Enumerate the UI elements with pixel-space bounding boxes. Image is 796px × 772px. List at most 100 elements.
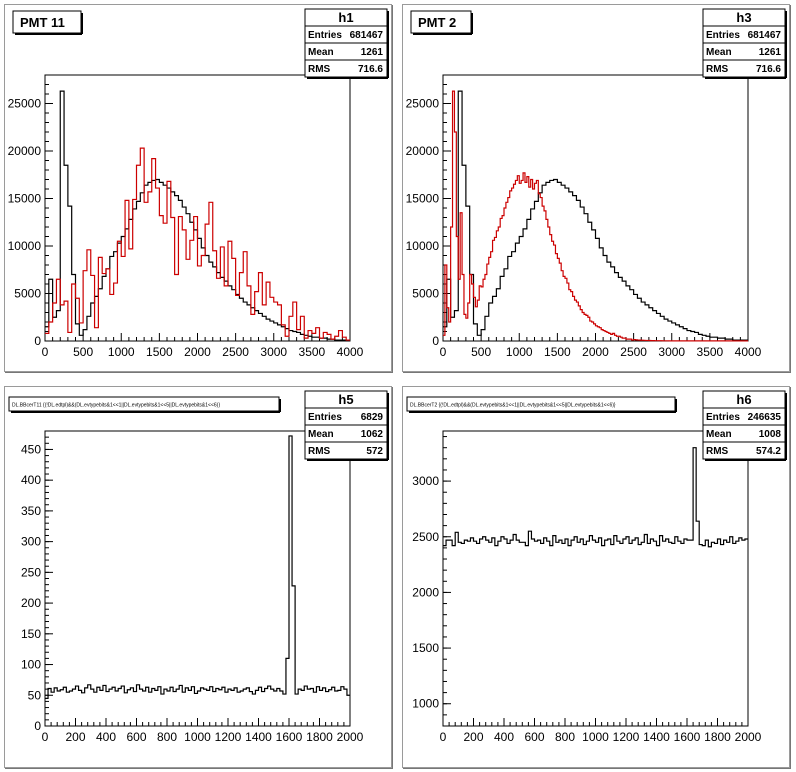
x-tick-label: 1000 xyxy=(582,730,609,744)
stats-histogram-name: h6 xyxy=(736,392,751,407)
stats-value: 246635 xyxy=(748,412,782,423)
y-tick-label: 1000 xyxy=(412,697,439,711)
x-tick-label: 1400 xyxy=(245,730,272,744)
stats-label: Mean xyxy=(308,47,334,58)
stats-value: 1062 xyxy=(361,429,384,440)
x-tick-label: 500 xyxy=(471,345,491,359)
plot-frame xyxy=(44,74,351,342)
stats-histogram-name: h1 xyxy=(338,10,353,25)
y-tick-label: 200 xyxy=(21,596,41,610)
pad-bbcert11: 0 200 400 600 800 1000 1200 1400 1600 1800 2000 0 50… xyxy=(4,386,392,768)
x-tick-label: 1800 xyxy=(306,730,333,744)
x-tick-label: 4000 xyxy=(337,345,364,359)
x-tick-label: 800 xyxy=(555,730,575,744)
stats-label: RMS xyxy=(308,446,331,457)
pad-pmt2: 0 500 1000 1500 2000 2500 3000 3500 4000 0 5000 100… xyxy=(402,4,790,372)
stats-value: 681467 xyxy=(350,30,384,41)
stats-label: Entries xyxy=(308,412,342,423)
x-tick-label: 800 xyxy=(157,730,177,744)
stats-value: 572 xyxy=(366,446,383,457)
stats-label: RMS xyxy=(308,64,331,75)
stats-label: Mean xyxy=(706,47,732,58)
y-tick-label: 250 xyxy=(21,565,41,579)
x-tick-label: 2000 xyxy=(184,345,211,359)
x-tick-label: 2000 xyxy=(582,345,609,359)
x-tick-label: 1000 xyxy=(108,345,135,359)
y-tick-label: 1500 xyxy=(412,641,439,655)
plot-title: DL.BBcerT2 {(!DL.edtpl)&&(DL.evtypebits&… xyxy=(410,403,616,409)
histogram-series-line xyxy=(443,447,748,548)
x-tick-label: 400 xyxy=(96,730,116,744)
x-tick-label: 0 xyxy=(440,345,447,359)
y-tick-label: 350 xyxy=(21,504,41,518)
y-tick-label: 3000 xyxy=(412,474,439,488)
y-tick-label: 20000 xyxy=(406,144,440,158)
y-tick-label: 50 xyxy=(28,688,42,702)
x-tick-label: 500 xyxy=(73,345,93,359)
x-tick-label: 1200 xyxy=(613,730,640,744)
y-tick-label: 0 xyxy=(34,334,41,348)
y-tick-label: 400 xyxy=(21,473,41,487)
x-tick-label: 1600 xyxy=(674,730,701,744)
x-tick-label: 1200 xyxy=(215,730,242,744)
y-tick-label: 10000 xyxy=(406,239,440,253)
stats-value: 1261 xyxy=(759,47,782,58)
x-tick-label: 2500 xyxy=(620,345,647,359)
y-tick-label: 2500 xyxy=(412,530,439,544)
x-tick-label: 600 xyxy=(126,730,146,744)
x-tick-label: 4000 xyxy=(735,345,762,359)
plot-frame xyxy=(442,74,749,342)
x-tick-label: 3500 xyxy=(299,345,326,359)
y-tick-label: 15000 xyxy=(406,192,440,206)
y-tick-label: 25000 xyxy=(406,97,440,111)
stats-value: 574.2 xyxy=(756,446,781,457)
stats-histogram-name: h5 xyxy=(338,392,353,407)
x-tick-label: 600 xyxy=(524,730,544,744)
y-tick-label: 100 xyxy=(21,658,41,672)
y-tick-label: 5000 xyxy=(412,287,439,301)
x-tick-label: 200 xyxy=(463,730,483,744)
plot-title: DL.BBcerT11 {(!DL.edtpl)&&(DL.evtypebits… xyxy=(12,403,220,409)
x-tick-label: 0 xyxy=(440,730,447,744)
y-tick-label: 5000 xyxy=(14,287,41,301)
histogram-series-line xyxy=(45,147,350,341)
y-tick-label: 0 xyxy=(432,334,439,348)
stats-value: 716.6 xyxy=(358,64,383,75)
x-tick-label: 1400 xyxy=(643,730,670,744)
y-tick-label: 25000 xyxy=(8,97,42,111)
y-tick-label: 300 xyxy=(21,535,41,549)
stats-value: 716.6 xyxy=(756,64,781,75)
stats-label: Entries xyxy=(706,412,740,423)
y-tick-label: 15000 xyxy=(8,192,42,206)
stats-value: 681467 xyxy=(748,30,782,41)
plot-frame xyxy=(442,430,749,727)
x-tick-label: 0 xyxy=(42,730,49,744)
histogram-pmt2: 0 500 1000 1500 2000 2500 3000 3500 4000 0 5000 100… xyxy=(406,8,787,359)
stats-label: Mean xyxy=(308,429,334,440)
x-tick-label: 1000 xyxy=(184,730,211,744)
stats-label: Entries xyxy=(706,30,740,41)
y-tick-label: 2000 xyxy=(412,585,439,599)
histogram-series-line xyxy=(443,90,748,342)
x-tick-label: 0 xyxy=(42,345,49,359)
x-tick-label: 1500 xyxy=(544,345,571,359)
x-tick-label: 3000 xyxy=(658,345,685,359)
x-tick-label: 1800 xyxy=(704,730,731,744)
x-tick-label: 2500 xyxy=(222,345,249,359)
pad-bbcert2: 0 200 400 600 800 1000 1200 1400 1600 1800 2000 100… xyxy=(402,386,790,768)
stats-label: Mean xyxy=(706,429,732,440)
x-tick-label: 1500 xyxy=(146,345,173,359)
stats-label: RMS xyxy=(706,64,729,75)
x-tick-label: 3500 xyxy=(697,345,724,359)
x-tick-label: 1000 xyxy=(506,345,533,359)
plot-title: PMT 11 xyxy=(20,15,65,30)
plot-frame xyxy=(44,430,351,727)
pad-pmt11: 0 500 1000 1500 2000 2500 3000 3500 4000 0 5000 100… xyxy=(4,4,392,372)
plot-title: PMT 2 xyxy=(418,15,456,30)
x-tick-label: 1600 xyxy=(276,730,303,744)
stats-label: RMS xyxy=(706,446,729,457)
y-tick-label: 0 xyxy=(34,719,41,733)
histogram-series-line xyxy=(45,435,350,699)
stats-value: 1261 xyxy=(361,47,384,58)
y-tick-label: 150 xyxy=(21,627,41,641)
